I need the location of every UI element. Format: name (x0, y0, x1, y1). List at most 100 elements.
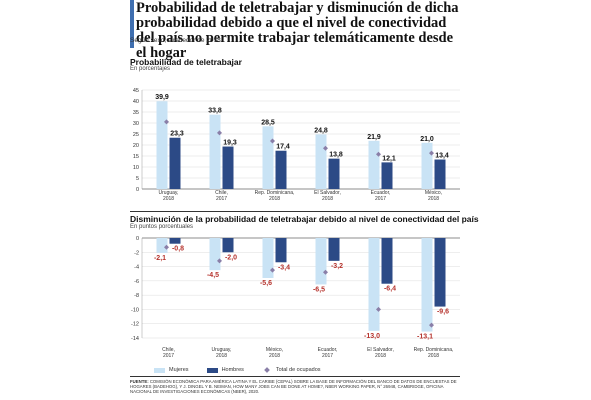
chart2-ytick-label: 0 (136, 236, 139, 242)
data-label-men: 13,8 (329, 152, 343, 159)
data-label-men: -9,6 (437, 309, 449, 316)
category-label: Chile, (215, 190, 228, 196)
chart2-title: Disminución de la probabilidad de teletr… (130, 214, 479, 224)
chart2-ytick-label: -10 (131, 307, 139, 313)
bar-men (222, 146, 234, 189)
data-label-women: 21,9 (367, 134, 381, 141)
chart1-ytick-label: 10 (133, 165, 139, 171)
chart1-unit: En porcentajes (130, 66, 171, 72)
page-title: Probabilidad de teletrabajar y disminuci… (136, 0, 459, 61)
bar-women (209, 114, 221, 189)
data-label-men: 19,3 (223, 140, 237, 147)
data-label-men: -2,0 (225, 254, 237, 261)
data-label-men: -6,4 (384, 286, 396, 293)
data-label-men: -3,2 (331, 263, 343, 270)
chart1-ytick-label: 15 (133, 154, 139, 160)
category-label: 2018 (428, 196, 439, 202)
category-label: 2017 (216, 196, 227, 202)
legend-label-total: Total de ocupados (275, 367, 321, 373)
bar-women (156, 101, 168, 189)
chart1-ytick-label: 5 (136, 176, 139, 182)
accent-rule (130, 0, 134, 48)
bar-women (421, 238, 433, 332)
total-marker (164, 119, 169, 125)
category-label: 2018 (269, 196, 280, 202)
total-marker (217, 130, 222, 136)
total-marker (376, 306, 381, 312)
chart1-ytick-label: 45 (133, 88, 139, 94)
total-marker (217, 258, 222, 264)
category-label: Ecuador, (318, 347, 338, 353)
data-label-men: 13,4 (435, 153, 449, 160)
bar-women (368, 140, 380, 189)
category-label: 2018 (216, 353, 227, 359)
bar-men (381, 238, 393, 284)
category-label: El Salvador, (314, 190, 341, 196)
chart2-ytick-label: -12 (131, 322, 139, 328)
data-label-men: 23,3 (170, 131, 184, 138)
category-label: Rep. Dominicana, (414, 347, 454, 353)
category-label: Chile, (162, 347, 175, 353)
data-label-women: -13,1 (417, 334, 433, 341)
bar-men (381, 162, 393, 189)
total-marker (270, 267, 275, 273)
bar-men (328, 158, 340, 189)
data-label-women: 33,8 (208, 108, 222, 115)
data-label-men: -0,8 (172, 246, 184, 253)
data-label-women: -13,0 (364, 333, 380, 340)
source-label: FUENTE: (130, 379, 149, 384)
legend-swatch-men (206, 367, 218, 373)
data-label-women: 39,9 (155, 94, 169, 101)
source-text: COMISIÓN ECONÓMICA PARA AMÉRICA LATINA Y… (130, 379, 457, 395)
bar-women (315, 238, 327, 285)
total-marker (323, 269, 328, 275)
total-marker (376, 151, 381, 157)
category-label: 2018 (269, 353, 280, 359)
total-marker (429, 322, 434, 328)
category-label: Uruguay, (212, 347, 232, 353)
data-label-men: -3,4 (278, 264, 290, 271)
bar-men (169, 238, 181, 244)
legend-item-men: Hombres (206, 367, 244, 373)
category-label: 2018 (428, 353, 439, 359)
chart2-ytick-label: -6 (134, 279, 139, 285)
data-label-women: 28,5 (261, 119, 275, 126)
category-label: 2017 (375, 196, 386, 202)
total-marker (429, 150, 434, 156)
category-label: Uruguay, (159, 190, 179, 196)
source-note: FUENTE: COMISIÓN ECONÓMICA PARA AMÉRICA … (130, 379, 460, 395)
chart1-ytick-label: 40 (133, 99, 139, 105)
chart1-ytick-label: 20 (133, 143, 139, 149)
bar-men (434, 159, 446, 189)
page-subtitle: Según sexo, alrededor de 2018 (130, 37, 221, 44)
total-marker (164, 244, 169, 250)
chart1-title: Probabilidad de teletrabajar (130, 57, 242, 67)
category-label: 2018 (163, 196, 174, 202)
total-marker (323, 145, 328, 151)
chart1-ytick-label: 30 (133, 121, 139, 127)
legend-label-men: Hombres (221, 367, 244, 373)
chart2-unit: En puntos porcentuales (130, 224, 194, 230)
data-label-men: 12,1 (382, 155, 396, 162)
category-label: Ecuador, (371, 190, 391, 196)
data-label-women: 24,8 (314, 127, 328, 134)
bar-men (434, 238, 446, 307)
data-label-men: 17,4 (276, 144, 290, 151)
category-label: 2018 (322, 196, 333, 202)
chart1-ytick-label: 0 (136, 187, 139, 193)
category-label: México, (425, 190, 442, 196)
data-label-women: 21,0 (420, 136, 434, 143)
category-label: 2017 (322, 353, 333, 359)
data-label-women: -4,5 (207, 272, 219, 279)
chart2-ytick-label: -14 (131, 336, 139, 342)
data-label-women: -6,5 (313, 286, 325, 293)
bar-men (328, 238, 340, 261)
footer-divider (130, 376, 460, 377)
legend-marker-total (264, 367, 270, 373)
bar-men (169, 137, 181, 189)
legend-label-women: Mujeres (169, 367, 189, 373)
bar-men (222, 238, 234, 253)
bar-women (156, 238, 168, 253)
